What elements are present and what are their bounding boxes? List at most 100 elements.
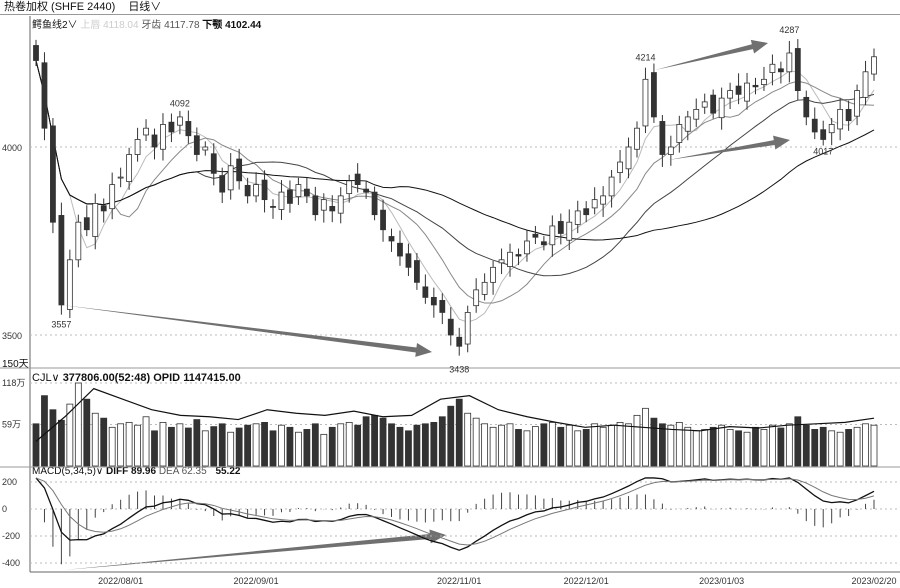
volume-bar [430, 421, 438, 467]
candle-down [354, 173, 361, 186]
volume-bar [709, 426, 717, 467]
candle-up [278, 191, 285, 210]
y-tick-label: 0 [2, 504, 7, 514]
candle-up [134, 139, 141, 155]
volume-bar [371, 414, 378, 467]
ma10-line [35, 60, 875, 304]
volume-bar [134, 424, 141, 467]
volume-bar [684, 426, 692, 467]
main-legend: 鳄鱼线2∨ 上唇 4118.04 牙齿 4117.78 下颚 4102.44 [32, 16, 261, 31]
candle-down [33, 45, 39, 61]
volume-bar [718, 424, 726, 467]
candle-down [735, 85, 742, 95]
volume-bar [328, 426, 336, 467]
volume-bar [49, 409, 57, 467]
candle-up [117, 176, 124, 179]
lower-label: 下颚 [202, 20, 223, 31]
candle-down [845, 109, 852, 122]
period-dropdown[interactable]: 日线∨ [128, 1, 162, 13]
diff-label: DIFF [106, 466, 129, 477]
volume-bar [743, 431, 751, 467]
volume-bar [159, 421, 167, 467]
candle-down [540, 241, 547, 246]
volume-dropdown[interactable]: CJL∨ [32, 372, 60, 384]
candle-down [794, 48, 801, 91]
x-tick-label: 2022/08/01 [98, 576, 143, 586]
candle-up [718, 97, 725, 119]
candle-down [811, 118, 818, 133]
candle-up [92, 202, 99, 237]
volume-bar [675, 421, 683, 467]
candle-down [414, 260, 420, 283]
candle-down [236, 158, 243, 182]
volume-bar [303, 429, 311, 467]
x-tick-label: 2022/11/01 [437, 576, 481, 586]
volume-bar [193, 419, 201, 467]
candle-up [744, 82, 750, 102]
candle-up [862, 71, 869, 98]
volume-bar [41, 395, 48, 467]
candle-down [380, 209, 386, 231]
volume-bar [650, 417, 658, 467]
price-annotation: 4287 [779, 25, 799, 35]
volume-bar [396, 426, 404, 467]
volume-bar [413, 424, 421, 467]
volume-bar [565, 424, 573, 467]
candle-down [557, 221, 564, 234]
candle-down [532, 233, 539, 238]
candle-down [371, 191, 378, 216]
volume-bar [769, 424, 776, 467]
candle-up [701, 101, 708, 108]
candle-up [786, 52, 793, 73]
chart-header: 热卷加权 (SHFE 2440) 日线∨ [0, 0, 900, 15]
candle-down [83, 217, 90, 231]
volume-bar [870, 424, 878, 467]
lower-value: 4102.44 [225, 20, 262, 31]
oi-value: 1147415.00 [183, 372, 241, 384]
indicator-dropdown[interactable]: 鳄鱼线2∨ [32, 20, 78, 31]
macd-dropdown[interactable]: MACD(5,34,5)∨ [32, 466, 104, 477]
volume-bar [151, 430, 158, 467]
divergence-arrow [62, 305, 432, 357]
mid-label: 牙齿 [141, 20, 162, 31]
volume-bar [218, 423, 226, 467]
candle-down [752, 84, 759, 88]
candle-up [693, 109, 700, 120]
volume-bar [201, 430, 209, 467]
volume-bar [845, 429, 853, 467]
candle-up [490, 266, 496, 283]
volume-bar [261, 421, 268, 467]
candle-down [270, 206, 276, 208]
volume-value: 377806.00(52:48) [62, 372, 151, 384]
volume-bar [278, 424, 285, 467]
candle-up [591, 199, 598, 209]
diff-line [35, 477, 875, 551]
volume-bar [66, 403, 74, 467]
volume-bar [421, 423, 429, 467]
volume-bar [83, 398, 91, 467]
volume-bar [591, 423, 599, 467]
volume-bar [210, 426, 218, 467]
dea-line [35, 477, 875, 546]
candle-up [346, 180, 353, 195]
candle-down [287, 189, 293, 204]
volume-bar [405, 430, 412, 467]
candle-up [464, 312, 471, 345]
volume-bar [168, 426, 175, 467]
volume-bar [608, 424, 615, 467]
volume-bar [862, 423, 869, 467]
candle-up [337, 195, 344, 214]
volume-bar [295, 431, 302, 467]
volume-bar [91, 412, 99, 467]
volume-bar [379, 417, 387, 467]
candle-down [193, 135, 200, 155]
volume-bar [447, 405, 455, 467]
candle-up [625, 146, 632, 170]
candle-up [253, 184, 259, 197]
volume-bar [498, 424, 505, 467]
volume-bar [320, 433, 328, 467]
volume-bar [625, 423, 632, 467]
volume-bar [176, 423, 184, 467]
volume-bar [540, 423, 548, 467]
